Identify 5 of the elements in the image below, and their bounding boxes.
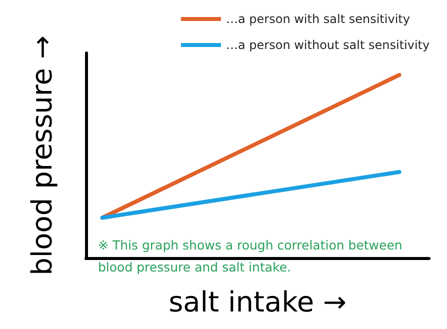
annotation: ※ This graph shows a rough correlation between blood pressure and salt intake. <box>98 238 406 274</box>
x-axis-title: salt intake → <box>168 286 346 318</box>
y-axis-title: blood pressure → <box>26 36 58 276</box>
legend-label: …a person without salt sensitivity <box>226 38 430 52</box>
legend-label: …a person with salt sensitivity <box>226 12 410 26</box>
